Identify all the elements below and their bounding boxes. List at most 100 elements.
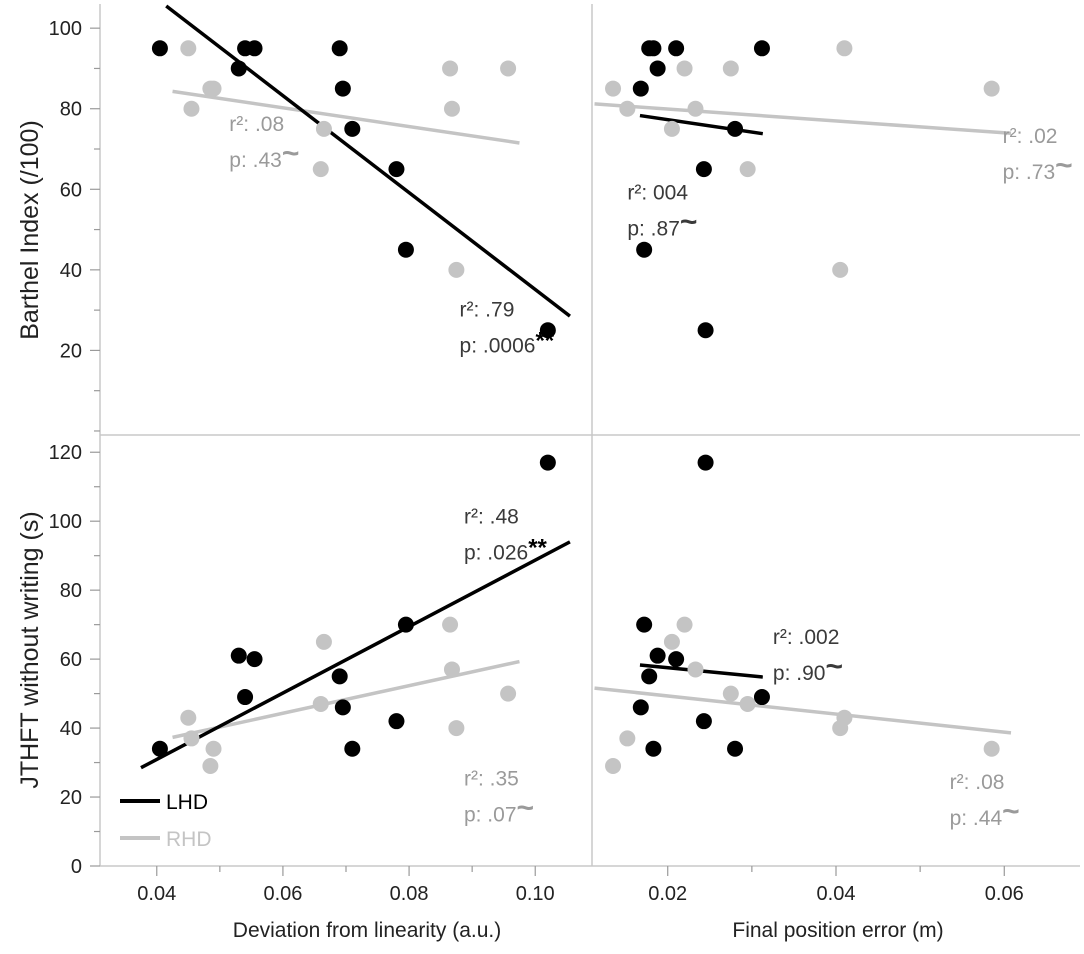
fit-line-rhd xyxy=(594,686,1012,735)
fit-line-lhd xyxy=(140,540,571,770)
x-tick-label: 0.02 xyxy=(648,883,687,905)
stat-p-lhd: p: .026** xyxy=(464,534,548,564)
y-tick-label: 120 xyxy=(49,442,82,464)
panel-r0-c0: r²: .79 p: .0006** r²: .08p: .43~ xyxy=(151,4,571,357)
data-point-rhd xyxy=(202,758,219,775)
stat-significance-rhd: ~ xyxy=(517,791,535,824)
data-point-lhd xyxy=(649,60,666,77)
data-point-lhd xyxy=(753,40,770,57)
data-point-rhd xyxy=(663,120,680,137)
data-point-lhd xyxy=(151,740,168,757)
stat-r2-rhd: r²: .08 xyxy=(229,113,284,136)
data-point-rhd xyxy=(312,161,329,178)
data-point-lhd xyxy=(697,454,714,471)
data-point-rhd xyxy=(500,685,517,702)
stat-significance-rhd: ~ xyxy=(1055,149,1073,182)
y-tick-label: 100 xyxy=(49,18,82,40)
data-point-rhd xyxy=(836,40,853,57)
data-point-lhd xyxy=(344,740,361,757)
data-point-rhd xyxy=(315,120,332,137)
y-tick-label: 60 xyxy=(60,649,82,671)
data-point-lhd xyxy=(230,647,247,664)
x-tick-label: 0.04 xyxy=(137,883,176,905)
y-tick-label: 40 xyxy=(60,718,82,740)
data-point-lhd xyxy=(237,689,254,706)
legend-label-rhd: RHD xyxy=(166,828,212,851)
data-point-rhd xyxy=(605,758,622,775)
data-point-rhd xyxy=(205,80,222,97)
data-point-rhd xyxy=(443,661,460,678)
data-point-lhd xyxy=(230,60,247,77)
stat-significance-lhd: ~ xyxy=(825,650,843,683)
data-point-rhd xyxy=(183,730,200,747)
panel-r1-c0: r²: .48 p: .026** r²: .35p: .07~ xyxy=(140,454,571,826)
data-point-lhd xyxy=(636,241,653,258)
data-point-rhd xyxy=(722,60,739,77)
stat-significance-rhd: ~ xyxy=(1002,795,1020,828)
x-axis-title-deviation: Deviation from linearity (a.u.) xyxy=(233,919,501,942)
fit-line-rhd xyxy=(594,102,1012,136)
data-point-lhd xyxy=(334,699,351,716)
x-axis-title-final-position-error: Final position error (m) xyxy=(732,919,943,942)
stat-p-rhd: p: .44~ xyxy=(950,795,1020,830)
stat-p-rhd: p: .73~ xyxy=(1003,149,1073,184)
fit-line-lhd xyxy=(639,113,764,136)
fit-line-lhd xyxy=(165,4,571,318)
y-tick-label: 60 xyxy=(60,179,82,201)
data-point-lhd xyxy=(727,740,744,757)
data-point-lhd xyxy=(246,651,263,668)
stat-r2-lhd: r²: .79 xyxy=(460,298,515,321)
axis-frame xyxy=(99,4,1080,867)
stat-p-rhd: p: .07~ xyxy=(464,791,534,826)
y-tick-label: 20 xyxy=(60,787,82,809)
stat-p-lhd: p: .87~ xyxy=(627,206,697,241)
data-point-lhd xyxy=(695,713,712,730)
data-point-lhd xyxy=(645,740,662,757)
data-point-rhd xyxy=(442,60,459,77)
data-point-lhd xyxy=(727,120,744,137)
stat-p-lhd: p: .90~ xyxy=(773,650,843,685)
axis-ticks: 20 40 60 80 100 0 20 40 60 80 100 120 0.04 0.06 0.08 0.… xyxy=(49,18,1024,905)
data-point-rhd xyxy=(315,633,332,650)
data-point-lhd xyxy=(539,454,556,471)
data-point-rhd xyxy=(739,695,756,712)
data-point-lhd xyxy=(632,699,649,716)
data-point-rhd xyxy=(180,40,197,57)
stat-r2-rhd: r²: .02 xyxy=(1003,125,1058,148)
y-axis-title-barthel: Barthel Index (/100) xyxy=(16,120,44,340)
data-point-rhd xyxy=(687,100,704,117)
stat-r2-lhd: r²: .002 xyxy=(773,626,840,649)
y-axis-title-jthft: JTHFT without writing (s) xyxy=(16,511,44,788)
data-point-rhd xyxy=(687,661,704,678)
y-tick-label: 40 xyxy=(60,260,82,282)
x-tick-label: 0.10 xyxy=(516,883,555,905)
data-point-lhd xyxy=(668,40,685,57)
data-point-lhd xyxy=(388,161,405,178)
x-tick-label: 0.06 xyxy=(985,883,1024,905)
stat-p-rhd: p: .43~ xyxy=(229,137,299,172)
data-point-lhd xyxy=(331,668,348,685)
y-tick-label: 20 xyxy=(60,340,82,362)
axis-titles: Deviation from linearity (a.u.) Final po… xyxy=(16,120,944,942)
data-point-lhd xyxy=(334,80,351,97)
data-point-lhd xyxy=(753,689,770,706)
data-point-lhd xyxy=(151,40,168,57)
stat-significance-lhd: ~ xyxy=(680,206,698,239)
stat-r2-lhd: r²: .48 xyxy=(464,505,519,528)
data-point-rhd xyxy=(443,100,460,117)
data-point-lhd xyxy=(697,322,714,339)
data-point-rhd xyxy=(448,720,465,737)
stat-significance-lhd: ** xyxy=(528,534,547,561)
stat-r2-rhd: r²: .08 xyxy=(950,771,1005,794)
data-point-rhd xyxy=(619,100,636,117)
y-tick-label: 80 xyxy=(60,580,82,602)
x-tick-label: 0.04 xyxy=(817,883,856,905)
data-point-lhd xyxy=(695,161,712,178)
data-point-rhd xyxy=(448,261,465,278)
data-point-rhd xyxy=(442,616,459,633)
data-point-lhd xyxy=(641,668,658,685)
y-tick-label: 100 xyxy=(49,511,82,533)
data-point-rhd xyxy=(205,740,222,757)
data-point-rhd xyxy=(605,80,622,97)
